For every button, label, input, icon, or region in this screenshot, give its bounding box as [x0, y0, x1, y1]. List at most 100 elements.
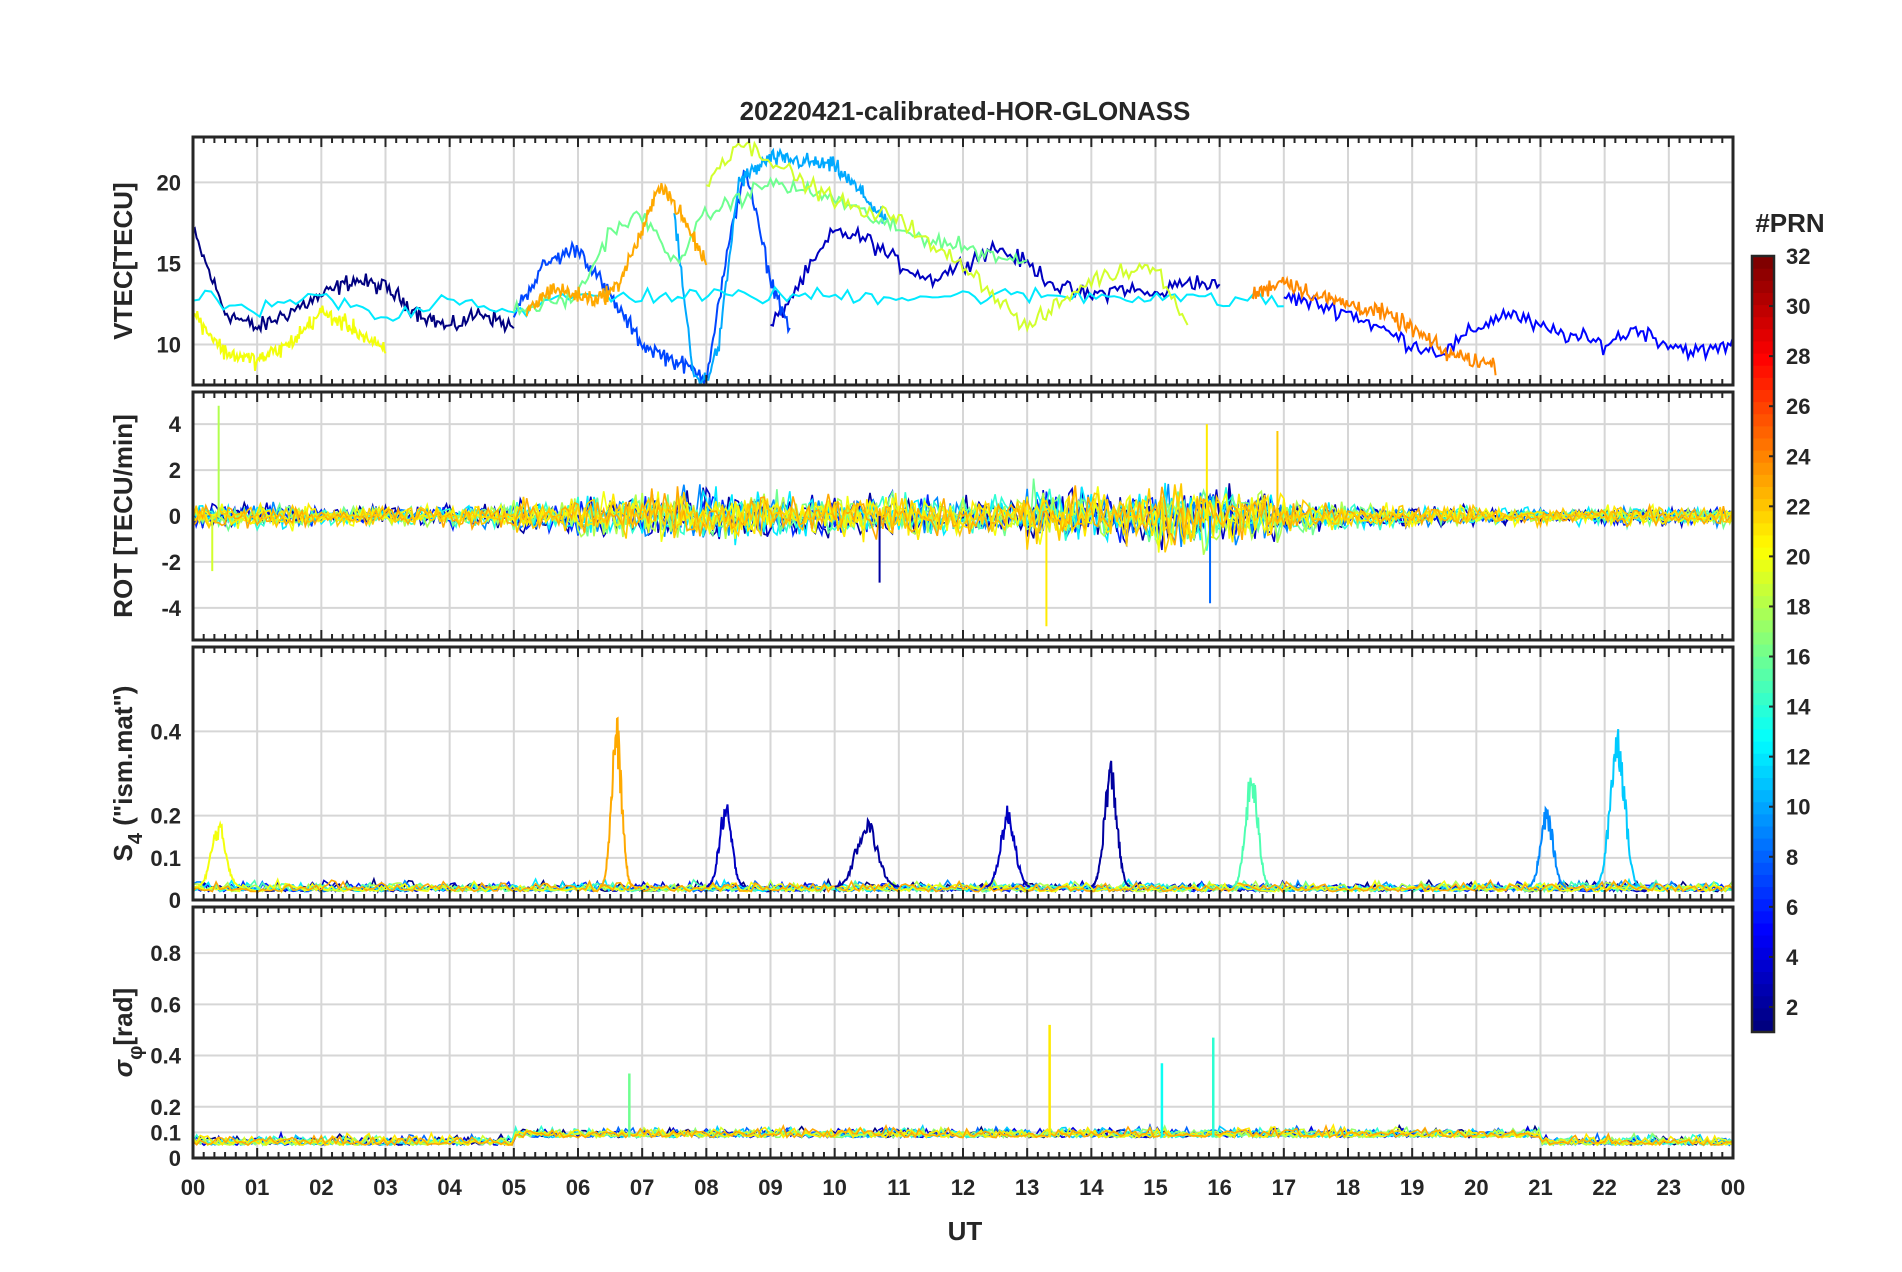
colorbar-tick-label: 20 [1786, 544, 1810, 569]
x-tick-label: 23 [1657, 1175, 1681, 1200]
x-tick-label: 00 [1721, 1175, 1745, 1200]
panel-s4: 00.10.20.4S4 ("ism.mat") [108, 645, 1735, 913]
vtec-series-prn-24 [1251, 275, 1497, 376]
panel-sigma: 00.10.20.40.60.8σφ[rad] [108, 905, 1735, 1171]
colorbar-tick-label: 18 [1786, 594, 1810, 619]
colorbar-segment [1752, 765, 1774, 778]
colorbar-segment [1752, 935, 1774, 948]
vtec-series-prn-12 [193, 285, 1284, 322]
x-tick-label: 18 [1336, 1175, 1360, 1200]
x-tick-label: 00 [181, 1175, 205, 1200]
colorbar-segment [1752, 462, 1774, 475]
colorbar-frame [1750, 254, 1776, 1034]
colorbar-tick-label: 14 [1786, 695, 1811, 720]
x-tick-label: 09 [758, 1175, 782, 1200]
colorbar-segment [1752, 534, 1774, 548]
y-tick-label: 0.2 [150, 804, 181, 829]
x-tick-label: 08 [694, 1175, 718, 1200]
colorbar-segment [1752, 256, 1774, 269]
vtec-series-prn-5 [1283, 291, 1733, 363]
y-tick-label: 4 [169, 412, 182, 437]
colorbar-segment [1752, 353, 1774, 366]
x-tick-label: 22 [1592, 1175, 1616, 1200]
colorbar-segment [1752, 522, 1774, 536]
colorbar-segment [1752, 971, 1774, 985]
y-tick-label: -2 [161, 550, 181, 575]
colorbar-segment [1752, 595, 1774, 609]
vtec-series-prn-10 [673, 147, 887, 385]
x-tick-label: 03 [373, 1175, 397, 1200]
y-tick-label: 15 [157, 251, 181, 276]
chart-title: 20220421-calibrated-HOR-GLONASS [740, 96, 1191, 126]
vtec-series-prn-23 [525, 182, 708, 317]
s4-peak-prn-3 [705, 804, 746, 888]
y-tick-label: 2 [169, 458, 181, 483]
y-label-sub: φ [125, 1046, 147, 1060]
colorbar-tick-label: 8 [1786, 845, 1798, 870]
colorbar-segment [1752, 947, 1774, 960]
x-tick-label: 14 [1079, 1175, 1104, 1200]
colorbar-segment [1752, 474, 1774, 487]
y-axis-label-rot: ROT [TECU/min] [108, 414, 138, 618]
y-axis-label-vtec: VTEC[TECU] [108, 182, 138, 339]
colorbar-segment [1752, 437, 1774, 451]
x-tick-label: 21 [1528, 1175, 1552, 1200]
y-label-rest: ("ism.mat") [108, 686, 138, 833]
y-tick-label: 0.8 [150, 941, 181, 966]
s4-peak-prn-11 [1595, 729, 1641, 888]
colorbar-segment [1752, 995, 1774, 1009]
colorbar-segment [1752, 825, 1774, 839]
y-axis-label-sigma: σφ[rad] [108, 988, 147, 1077]
sigma-series-prn-19 [193, 1125, 1733, 1147]
colorbar-segment [1752, 753, 1774, 766]
colorbar-tick-label: 24 [1786, 444, 1811, 469]
x-tick-label: 17 [1272, 1175, 1296, 1200]
vtec-series-prn-3 [770, 224, 1221, 327]
vtec-series-prn-1 [193, 226, 515, 335]
y-tick-label: 20 [157, 170, 181, 195]
colorbar-segment [1752, 922, 1774, 936]
colorbar-segment [1752, 898, 1774, 912]
y-tick-label: 0 [169, 504, 181, 529]
colorbar-segment [1752, 959, 1774, 972]
colorbar-segment [1752, 328, 1774, 342]
colorbar-segment [1752, 510, 1774, 524]
colorbar-segment [1752, 365, 1774, 378]
colorbar-segment [1752, 656, 1774, 669]
colorbar-segment [1752, 668, 1774, 681]
colorbar-tick-label: 28 [1786, 344, 1810, 369]
rot-series-prn-22 [193, 483, 1733, 553]
y-tick-label: 0.6 [150, 992, 181, 1017]
colorbar-segment [1752, 716, 1774, 730]
colorbar-label: #PRN [1755, 208, 1824, 238]
panel-vtec: 10 15 20 VTEC[TECU] [108, 135, 1735, 387]
sigma-series-prn-23 [193, 1123, 1733, 1147]
colorbar-segment [1752, 316, 1774, 330]
colorbar-segment [1752, 1019, 1774, 1033]
colorbar-tick-label: 32 [1786, 244, 1810, 269]
colorbar-segment [1752, 777, 1774, 791]
colorbar-segment [1752, 1007, 1774, 1021]
colorbar-segment [1752, 280, 1774, 293]
x-tick-label: 05 [502, 1175, 526, 1200]
y-tick-label: 0.1 [150, 846, 181, 871]
y-label-main: σ [108, 1058, 138, 1077]
colorbar-tick-label: 2 [1786, 995, 1798, 1020]
colorbar-segment [1752, 425, 1774, 439]
colorbar-segment [1752, 789, 1774, 803]
x-tick-label: 07 [630, 1175, 654, 1200]
y-label-main: S [108, 844, 138, 861]
s4-peak-prn-3 [985, 805, 1031, 888]
colorbar-segment [1752, 292, 1774, 306]
rot-series-prn-23 [193, 485, 1733, 546]
vtec-series-prn-20 [193, 305, 387, 371]
y-label-sub: 4 [125, 832, 147, 844]
colorbar-tick-label: 12 [1786, 745, 1810, 770]
x-axis-tick-labels: 00 01 02 03 04 05 06 07 08 09 10 11 12 13 14 15 16 17 18 19… [181, 1175, 1745, 1200]
series-group-rot [193, 405, 1733, 627]
s4-baseline-prn-23 [193, 878, 1733, 893]
y-axis-label-s4: S4 ("ism.mat") [108, 686, 147, 862]
colorbar-segment [1752, 571, 1774, 584]
s4-peak-prn-23 [599, 716, 634, 887]
